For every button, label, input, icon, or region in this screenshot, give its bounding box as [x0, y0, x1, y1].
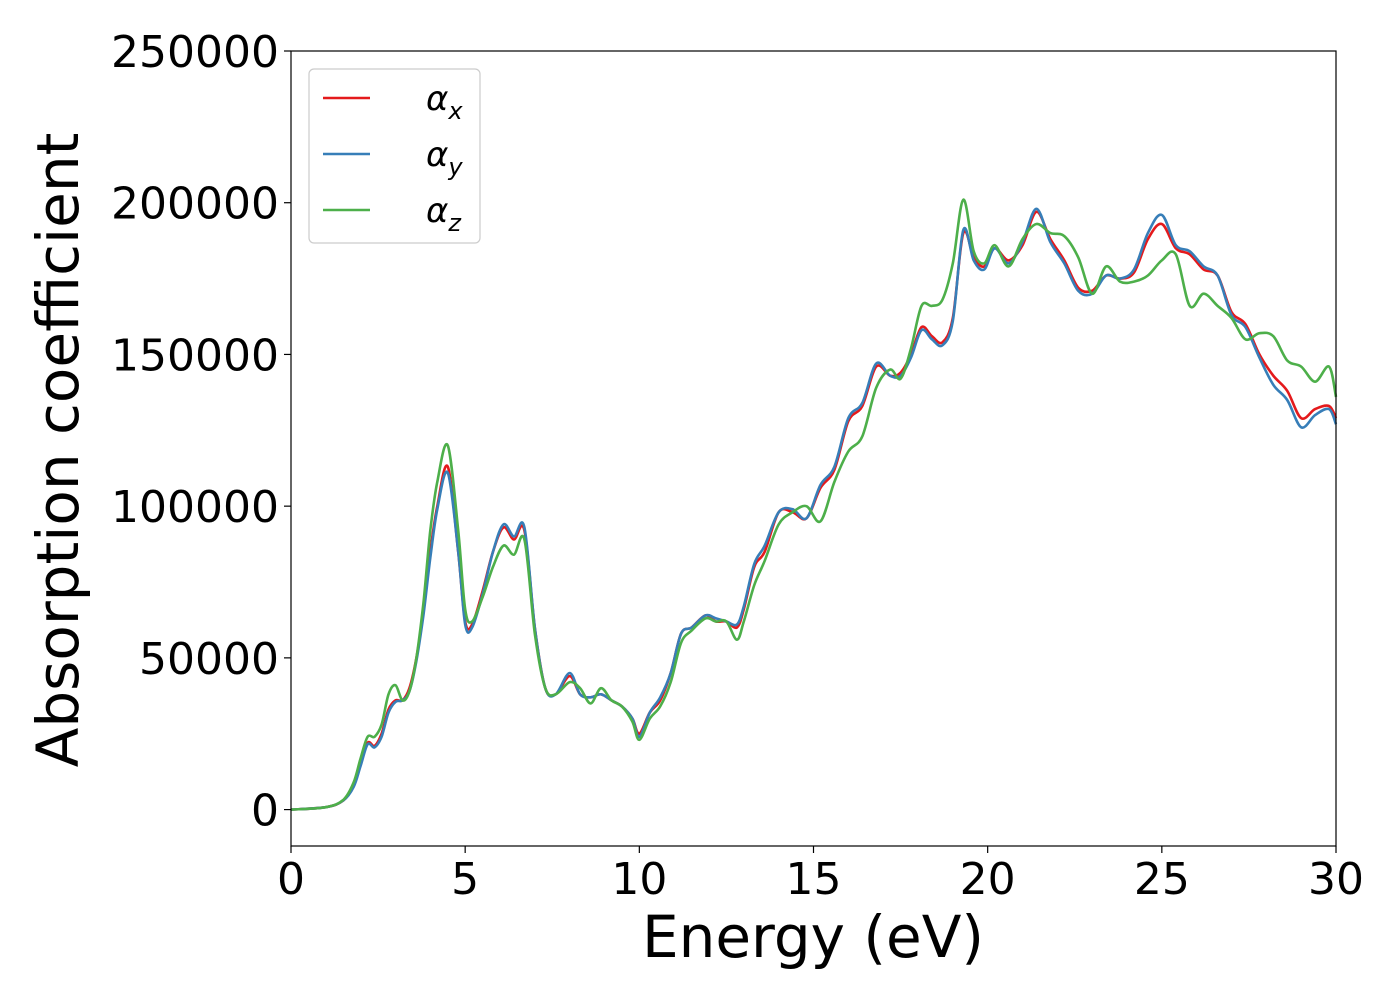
x-axis-ticks: 0 5 10 15 20 25 30 — [277, 846, 1364, 905]
x-tick-label: 5 — [451, 854, 479, 905]
series-layer — [290, 198, 1338, 811]
legend-label-x: αx — [426, 79, 463, 125]
y-axis-label: Absorption coefficient — [24, 133, 92, 768]
legend-box — [308, 68, 481, 244]
y-tick-label: 150000 — [111, 330, 279, 381]
y-tick-label: 250000 — [111, 27, 279, 78]
x-tick-label: 25 — [1134, 854, 1190, 905]
x-tick-label: 30 — [1308, 854, 1364, 905]
x-tick-label: 0 — [277, 854, 305, 905]
series-line-z — [290, 198, 1338, 811]
y-tick-label: 0 — [251, 786, 279, 837]
series-line-x — [290, 210, 1338, 811]
series-line-y — [290, 207, 1338, 811]
legend-label-z: αz — [426, 191, 462, 237]
x-axis-label: Energy (eV) — [642, 903, 984, 971]
x-tick-label: 10 — [611, 854, 667, 905]
y-tick-label: 50000 — [139, 634, 279, 685]
x-tick-label: 20 — [960, 854, 1016, 905]
legend-items: αx αy αz — [323, 79, 463, 237]
y-tick-label: 200000 — [111, 179, 279, 230]
y-axis-ticks: 0 50000 100000 150000 200000 250000 — [111, 27, 291, 837]
legend: αx αy αz — [308, 68, 481, 244]
legend-label-y: αy — [426, 135, 463, 181]
x-tick-label: 15 — [786, 854, 842, 905]
y-tick-label: 100000 — [111, 482, 279, 533]
